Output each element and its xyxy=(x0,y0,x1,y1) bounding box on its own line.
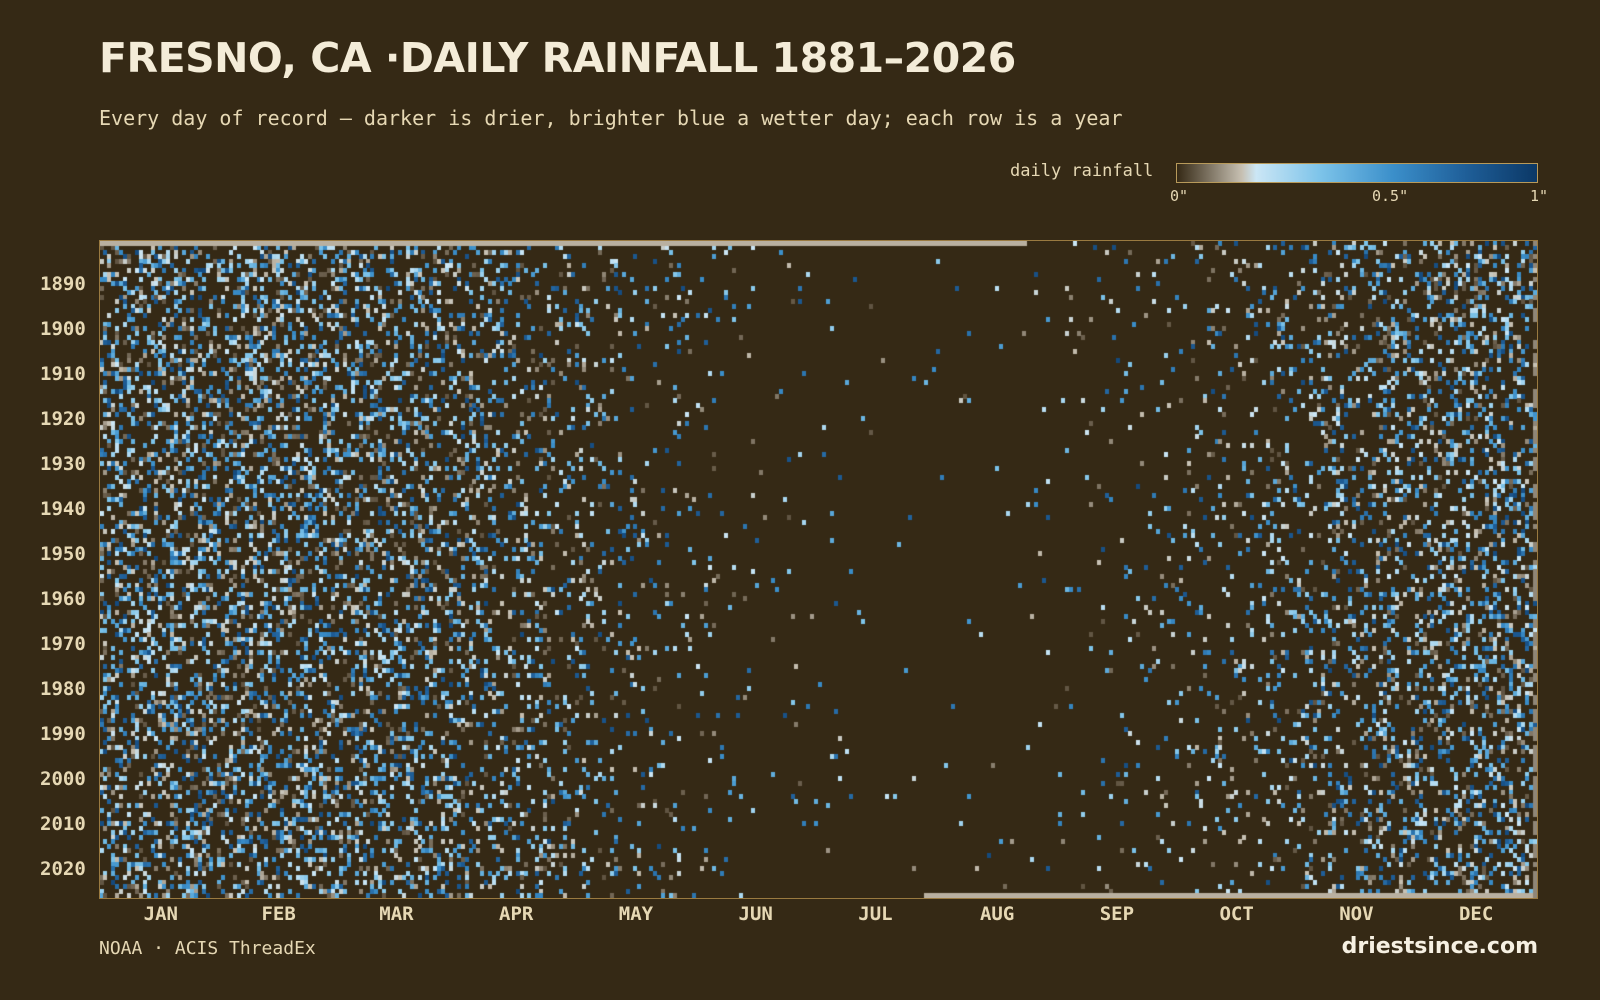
x-tick-label: JAN xyxy=(143,903,178,925)
legend-tick-half: 0.5" xyxy=(1372,187,1409,205)
x-tick-label: SEP xyxy=(1099,903,1135,925)
y-tick-label: 1910 xyxy=(40,362,86,385)
x-tick-label: OCT xyxy=(1219,903,1254,925)
y-tick-label: 1920 xyxy=(40,407,86,430)
rainfall-heatmap xyxy=(100,241,1537,898)
color-scale-bar xyxy=(1176,163,1538,183)
x-tick-label: DEC xyxy=(1458,903,1494,925)
page-title: FRESNO, CA ·DAILY RAINFALL 1881–2026 xyxy=(99,34,1016,82)
y-tick-label: 1980 xyxy=(40,677,86,700)
y-tick-label: 1900 xyxy=(40,317,86,340)
x-tick-label: MAY xyxy=(618,903,654,925)
legend-label: daily rainfall xyxy=(1010,161,1154,181)
x-tick-label: AUG xyxy=(979,903,1015,925)
y-tick-label: 1890 xyxy=(40,272,86,295)
x-tick-label: JUN xyxy=(738,903,773,925)
legend-tick-1: 1" xyxy=(1530,187,1549,205)
y-tick-label: 1940 xyxy=(40,497,86,520)
y-tick-label: 1970 xyxy=(40,632,86,655)
y-tick-label: 1960 xyxy=(40,587,86,610)
x-tick-label: APR xyxy=(499,903,534,925)
x-tick-label: NOV xyxy=(1339,903,1374,925)
y-tick-label: 1990 xyxy=(40,722,86,745)
y-tick-label: 2000 xyxy=(40,767,86,790)
y-tick-label: 2010 xyxy=(40,812,86,835)
y-tick-label: 1950 xyxy=(40,542,86,565)
x-tick-label: JUL xyxy=(858,903,893,925)
y-tick-label: 1930 xyxy=(40,452,86,475)
page-subtitle: Every day of record — darker is drier, b… xyxy=(99,106,1123,130)
x-tick-label: FEB xyxy=(261,903,296,925)
site-brand[interactable]: driestsince.com xyxy=(1341,934,1538,959)
legend-tick-0: 0" xyxy=(1170,187,1189,205)
x-tick-label: MAR xyxy=(379,903,414,925)
y-tick-label: 2020 xyxy=(40,857,86,880)
data-source: NOAA · ACIS ThreadEx xyxy=(99,938,316,959)
heatmap-frame xyxy=(99,240,1538,899)
